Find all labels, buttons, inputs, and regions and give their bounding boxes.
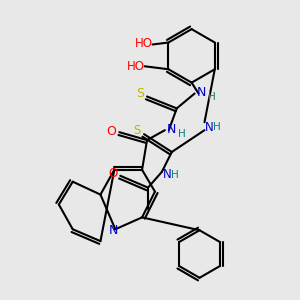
Text: N: N xyxy=(109,224,118,237)
Text: S: S xyxy=(134,124,141,137)
Text: HO: HO xyxy=(127,60,145,73)
Text: S: S xyxy=(136,87,144,100)
Text: O: O xyxy=(106,125,116,138)
Text: H: H xyxy=(178,129,186,139)
Text: H: H xyxy=(208,92,215,103)
Text: N: N xyxy=(163,168,171,181)
Text: N: N xyxy=(197,86,206,99)
Text: N: N xyxy=(205,121,214,134)
Text: N: N xyxy=(167,123,176,136)
Text: H: H xyxy=(171,170,178,180)
Text: O: O xyxy=(109,167,118,180)
Text: H: H xyxy=(214,122,221,132)
Text: HO: HO xyxy=(135,37,153,50)
